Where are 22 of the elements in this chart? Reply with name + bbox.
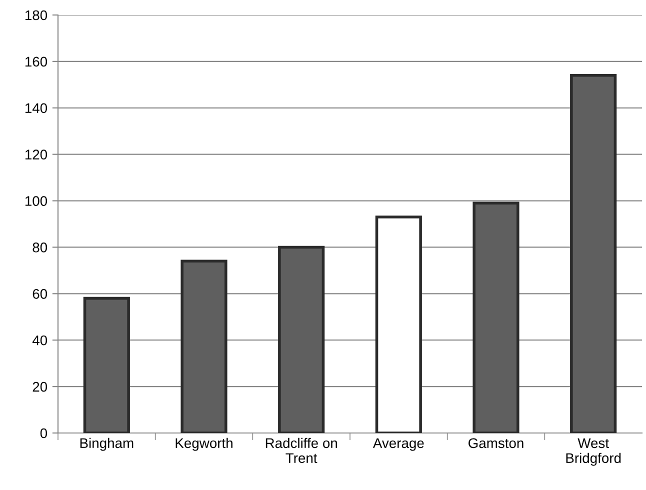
y-tick-label: 80 [32, 242, 48, 252]
x-tick-label: Gamston [468, 438, 524, 448]
bar [472, 202, 520, 433]
bar [83, 296, 130, 433]
x-tick-label: Bingham [80, 438, 134, 451]
bar [180, 260, 228, 433]
y-tick-label: 0 [40, 428, 48, 438]
y-tick-label: 180 [25, 10, 48, 20]
bar [375, 216, 422, 433]
y-tick-label: 140 [25, 103, 48, 114]
y-tick-label: 120 [25, 150, 48, 160]
y-tick-label: 100 [25, 196, 48, 206]
y-tick-label: 40 [32, 335, 48, 346]
x-tick-label: Kegworth [176, 438, 232, 451]
bar [570, 74, 617, 433]
x-tick-label: West Bridgford [566, 438, 621, 466]
bar [278, 246, 325, 433]
x-tick-label: Radcliffe on Trent [266, 438, 337, 464]
y-tick-label: 20 [32, 382, 48, 392]
x-tick-label: Average [372, 438, 424, 451]
y-tick-label: 60 [32, 289, 48, 299]
y-tick-label: 160 [25, 56, 48, 67]
